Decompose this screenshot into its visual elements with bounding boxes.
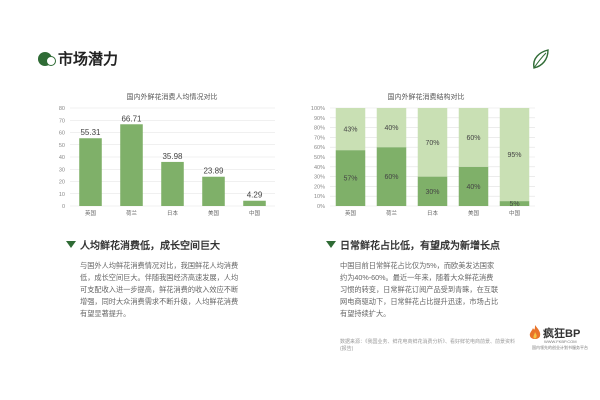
stacked-bar-segment	[499, 108, 530, 202]
right-text-line: 网电商驱动下，日常鲜花占比提升迅速，市场占比	[340, 297, 499, 306]
y-tick-label: 10	[59, 192, 65, 198]
right-section-text: 中国目前日常鲜花占比仅为5%，而欧美发达国家 约为40%-60%。最近一年来，随…	[340, 260, 560, 320]
y-tick-label: 40%	[314, 165, 325, 171]
chart-2-title: 国内外鲜花消费结构对比	[387, 94, 465, 101]
triangle-icon	[66, 241, 76, 248]
x-tick-label: 日本	[167, 209, 179, 217]
data-label: 66.71	[121, 114, 142, 123]
y-tick-label: 0%	[317, 204, 325, 210]
source-note: 数据来源：《我国业务、鲜花电商鲜花消费分析》、看好鲜花电商前景、前景资料(报告)	[340, 339, 516, 352]
stacked-bar-segment	[376, 147, 407, 206]
y-tick-label: 40	[59, 155, 65, 161]
triangle-icon	[326, 241, 336, 248]
brand-tagline: 国内领先的创业计划书服务平台	[532, 345, 588, 350]
data-label: 40%	[384, 125, 398, 132]
y-tick-label: 100%	[311, 106, 325, 112]
y-tick-label: 70%	[314, 135, 325, 141]
brand-name: 疯狂BP	[543, 328, 581, 340]
brand-url: WWW.FKBP.COM	[544, 339, 577, 344]
flame-logo-icon	[529, 325, 541, 339]
bar	[202, 176, 225, 206]
y-tick-label: 70	[59, 118, 65, 124]
y-tick-label: 80	[59, 106, 65, 112]
stacked-bar-segment	[458, 108, 489, 167]
data-label: 70%	[425, 140, 439, 147]
bar	[161, 161, 184, 206]
right-text-line: 习惯的转变，日常鲜花订阅产品受到青睐，在互联	[340, 285, 499, 294]
y-tick-label: 0	[62, 204, 65, 210]
y-tick-label: 60	[59, 131, 65, 137]
left-text-line: 可支配收入进一步提高，鲜花消费的收入效应不断	[80, 285, 239, 294]
y-tick-label: 20%	[314, 184, 325, 190]
x-tick-label: 美国	[468, 209, 480, 217]
stacked-bar-segment	[417, 176, 448, 206]
y-tick-label: 60%	[314, 145, 325, 151]
y-tick-label: 20	[59, 180, 65, 186]
stacked-bar-segment	[458, 166, 489, 206]
x-tick-label: 美国	[208, 209, 220, 217]
right-section-heading: 日常鲜花占比低，有望成为新增长点	[340, 241, 500, 252]
left-text-line: 与国外人均鲜花消费情况对比，我国鲜花人均消费	[80, 261, 239, 270]
stacked-bar-segment	[499, 201, 530, 206]
y-tick-label: 50	[59, 143, 65, 149]
chart-2-consumption-structure: 0% 10% 20% 30% 40% 50% 60% 70% 80% 90% 100% 57% 43% 英…	[311, 106, 535, 217]
y-tick-label: 90%	[314, 116, 325, 122]
y-tick-label: 50%	[314, 155, 325, 161]
x-tick-label: 英国	[345, 209, 357, 217]
data-label: 60%	[466, 135, 480, 142]
right-text-line: 约为40%-60%。最近一年来，随着大众鲜花消费	[340, 273, 494, 282]
x-tick-label: 中国	[509, 209, 521, 217]
bar	[79, 138, 102, 206]
circle-logo-inner-icon	[46, 56, 56, 66]
stacked-bar-segment	[417, 108, 448, 177]
bar	[243, 200, 266, 206]
left-text-line: 增强，同时大众消费需求不断升级，人均鲜花消费	[80, 297, 239, 306]
page-title: 市场潜力	[58, 51, 119, 68]
y-tick-label: 80%	[314, 126, 325, 132]
x-tick-label: 中国	[249, 209, 261, 217]
left-section-heading: 人均鲜花消费低，成长空间巨大	[80, 241, 220, 252]
bar	[120, 124, 143, 206]
left-text-line: 低，成长空间巨大。伴随我国经济高速发展，人均	[80, 273, 239, 282]
y-tick-label: 30%	[314, 175, 325, 181]
data-label: 4.29	[247, 191, 263, 200]
stacked-bar-segment	[335, 108, 366, 151]
data-label: 43%	[343, 127, 357, 134]
data-label: 30%	[425, 189, 439, 196]
leaf-icon	[533, 49, 549, 69]
right-text-line: 中国目前日常鲜花占比仅为5%，而欧美发达国家	[340, 261, 495, 270]
x-tick-label: 英国	[85, 209, 97, 217]
x-tick-label: 荷兰	[126, 209, 138, 217]
stacked-bar-segment	[376, 108, 407, 148]
x-tick-label: 日本	[427, 209, 439, 217]
data-label: 95%	[507, 152, 521, 159]
left-section-text: 与国外人均鲜花消费情况对比，我国鲜花人均消费 低，成长空间巨大。伴随我国经济高速…	[80, 260, 290, 320]
left-text-line: 有望显著提升。	[80, 309, 131, 318]
stacked-bar-segment	[335, 150, 366, 206]
data-label: 5%	[509, 201, 519, 208]
right-text-line: 有望持续扩大。	[340, 309, 391, 318]
data-label: 60%	[384, 174, 398, 181]
data-label: 35.98	[162, 152, 183, 161]
data-label: 55.31	[80, 128, 101, 137]
chart-1-title: 国内外鲜花消费人均情况对比	[126, 94, 218, 101]
x-tick-label: 荷兰	[386, 209, 398, 217]
data-label: 57%	[343, 176, 357, 183]
y-tick-label: 10%	[314, 194, 325, 200]
y-tick-label: 30	[59, 167, 65, 173]
data-label: 23.89	[203, 167, 224, 176]
chart-1-per-capita-consumption: 0 10 20 30 40 50 60 70 80 55.31 英国 66.71 荷兰 35.98 日本 23…	[59, 106, 275, 217]
data-label: 40%	[466, 184, 480, 191]
